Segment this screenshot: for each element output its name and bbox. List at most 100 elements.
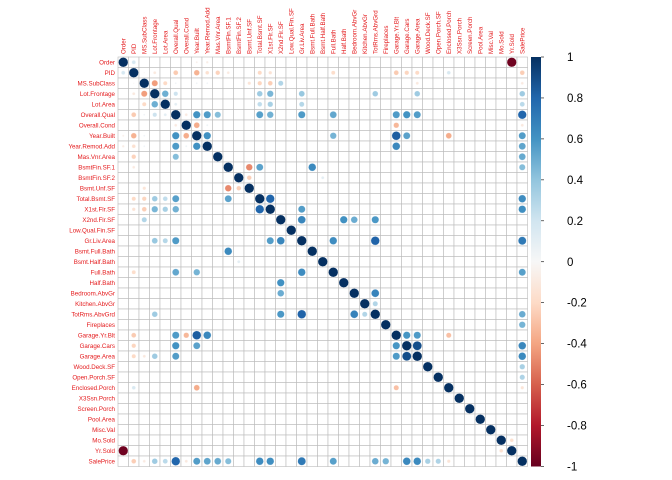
correlation-circle [173, 91, 179, 97]
grid-cell [432, 130, 444, 142]
grid-cell [380, 109, 392, 121]
grid-cell [296, 371, 308, 383]
grid-cell [401, 361, 413, 373]
grid-cell [201, 413, 213, 425]
correlation-circle [372, 90, 379, 97]
grid-cell [306, 371, 318, 383]
grid-cell [453, 182, 465, 194]
grid-cell [485, 130, 497, 142]
grid-cell [243, 319, 255, 331]
grid-cell [170, 434, 182, 446]
grid-cell [212, 203, 224, 215]
grid-cell [170, 182, 182, 194]
grid-cell [285, 455, 297, 467]
grid-cell [149, 382, 161, 394]
grid-cell [317, 308, 329, 320]
correlation-circle [518, 321, 526, 329]
grid-cell [422, 277, 434, 289]
correlation-circle [422, 361, 433, 372]
grid-cell [411, 371, 423, 383]
grid-cell [495, 403, 507, 415]
grid-cell [233, 361, 245, 373]
grid-cell [117, 193, 129, 205]
grid-cell [359, 445, 371, 457]
grid-cell [380, 445, 392, 457]
correlation-circle [132, 82, 135, 85]
grid-cell [306, 445, 318, 457]
grid-cell [453, 193, 465, 205]
grid-cell [516, 403, 528, 415]
grid-cell [212, 235, 224, 247]
grid-cell [369, 182, 381, 194]
grid-cell [212, 77, 224, 89]
grid-cell [432, 329, 444, 341]
grid-cell [264, 445, 276, 457]
column-label: Bsmt.Half.Bath [320, 12, 327, 54]
grid-cell [453, 98, 465, 110]
grid-cell [306, 298, 318, 310]
correlation-circle [172, 205, 180, 213]
correlation-circle [297, 110, 306, 119]
grid-cell [474, 361, 486, 373]
grid-cell [233, 329, 245, 341]
correlation-circle [171, 236, 180, 245]
grid-cell [170, 172, 182, 184]
grid-cell [243, 287, 255, 299]
grid-cell [327, 434, 339, 446]
grid-cell [264, 434, 276, 446]
grid-cell [338, 67, 350, 79]
grid-cell [159, 371, 171, 383]
grid-cell [485, 340, 497, 352]
grid-cell [201, 424, 213, 436]
correlation-circle [519, 363, 526, 370]
grid-cell [474, 193, 486, 205]
grid-cell [495, 119, 507, 131]
grid-cell [170, 161, 182, 173]
grid-cell [495, 98, 507, 110]
grid-cell [411, 403, 423, 415]
grid-cell [390, 308, 402, 320]
grid-cell [453, 245, 465, 257]
grid-cell [348, 235, 360, 247]
grid-cell [306, 182, 318, 194]
grid-cell [453, 361, 465, 373]
grid-cell [191, 308, 203, 320]
correlation-circle [266, 111, 274, 119]
grid-cell [222, 266, 234, 278]
grid-cell [317, 161, 329, 173]
grid-cell [306, 235, 318, 247]
grid-cell [411, 161, 423, 173]
grid-cell [317, 287, 329, 299]
grid-cell [201, 98, 213, 110]
grid-cell [495, 172, 507, 184]
correlation-circle [162, 237, 169, 244]
grid-cell [233, 434, 245, 446]
grid-cell [516, 424, 528, 436]
correlation-circle [131, 332, 137, 338]
grid-cell [453, 413, 465, 425]
correlation-circle [402, 331, 411, 340]
grid-cell [117, 455, 129, 467]
correlation-circle [131, 60, 136, 65]
grid-cell [233, 308, 245, 320]
grid-cell [506, 350, 518, 362]
correlation-circle [131, 353, 137, 359]
grid-cell [390, 88, 402, 100]
grid-cell [453, 161, 465, 173]
grid-cell [149, 371, 161, 383]
grid-cell [254, 298, 266, 310]
grid-cell [264, 329, 276, 341]
grid-cell [159, 413, 171, 425]
grid-cell [159, 130, 171, 142]
correlation-circle [171, 331, 180, 340]
grid-cell [485, 298, 497, 310]
correlation-circle [518, 153, 526, 161]
grid-cell [411, 224, 423, 236]
grid-cell [317, 361, 329, 373]
grid-cell [422, 445, 434, 457]
correlation-circle [203, 131, 212, 140]
column-label: Yr.Sold [509, 33, 516, 54]
grid-cell [453, 151, 465, 163]
grid-cell [380, 403, 392, 415]
grid-cell [117, 214, 129, 226]
